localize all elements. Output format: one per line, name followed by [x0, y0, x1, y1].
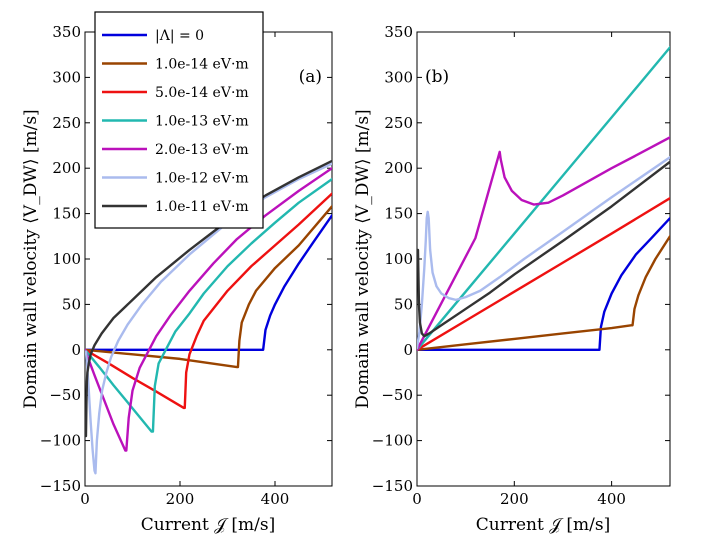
ytick-label: 150	[384, 205, 413, 223]
ytick-label: 200	[384, 159, 413, 177]
ytick-label: 100	[384, 250, 413, 268]
panel-b-series	[417, 46, 670, 351]
ytick-label: 300	[384, 68, 413, 86]
legend-entry: 1.0e-14 eV·m	[155, 57, 249, 73]
legend: |Λ| = 0 1.0e-14 eV·m 5.0e-14 eV·m 1.0e-13 e…	[94, 11, 264, 229]
ytick-label: 350	[52, 23, 81, 41]
series-line-5	[85, 167, 332, 452]
xtick-label: 400	[597, 490, 626, 508]
ytick-label: 200	[52, 159, 81, 177]
xtick-label: 200	[500, 490, 529, 508]
ytick-label: 250	[384, 114, 413, 132]
ytick-label: 0	[71, 341, 81, 359]
panel-a-ylabel: Domain wall velocity ⟨V_DW⟩ [m/s]	[21, 109, 41, 408]
legend-entry: 2.0e-13 eV·m	[155, 142, 249, 158]
legend-entry: 1.0e-13 eV·m	[155, 114, 249, 130]
ytick-label: −150	[40, 477, 81, 495]
panel-b-ylabel: Domain wall velocity ⟨V_DW⟩ [m/s]	[353, 109, 373, 408]
ytick-label: −150	[372, 477, 413, 495]
panel-a-ticks: −150 −100 −50 0 50 100 150 200 250 300 350 0 200 400	[40, 23, 332, 508]
series-line-2	[417, 235, 670, 351]
series-line-1	[417, 216, 670, 351]
ytick-label: 250	[52, 114, 81, 132]
series-line-5	[417, 136, 670, 351]
panel-a-xlabel: Current 𝒥 [m/s]	[141, 515, 275, 535]
xtick-label: 0	[412, 490, 422, 508]
panel-b-xlabel: Current 𝒥 [m/s]	[476, 515, 610, 535]
ytick-label: 50	[394, 295, 413, 313]
ytick-label: −50	[381, 386, 413, 404]
series-line-7	[417, 160, 670, 338]
ytick-label: 300	[52, 68, 81, 86]
ytick-label: −100	[372, 432, 413, 450]
series-line-3	[85, 192, 332, 410]
series-line-4	[417, 46, 670, 351]
legend-entry: |Λ| = 0	[155, 28, 204, 44]
panel-a-label: (a)	[299, 67, 322, 87]
xtick-label: 200	[166, 490, 195, 508]
panel-b-ticks: −150 −100 −50 0 50 100 150 200 250 300 350 0 200 400	[372, 23, 670, 508]
series-line-3	[417, 196, 670, 351]
ytick-label: 0	[403, 341, 413, 359]
ytick-label: 350	[384, 23, 413, 41]
ytick-label: 100	[52, 250, 81, 268]
series-line-2	[85, 205, 332, 369]
legend-entry: 5.0e-14 eV·m	[155, 85, 249, 101]
xtick-label: 400	[261, 490, 290, 508]
xtick-label: 0	[80, 490, 90, 508]
panel-b-label: (b)	[425, 67, 449, 87]
legend-entry: 1.0e-11 eV·m	[155, 199, 249, 215]
legend-entry: 1.0e-12 eV·m	[155, 171, 249, 187]
ytick-label: 50	[62, 295, 81, 313]
ytick-label: 150	[52, 205, 81, 223]
series-line-6	[417, 156, 670, 350]
series-line-6	[85, 162, 332, 475]
series-line-4	[85, 177, 332, 433]
series-line-1	[85, 214, 332, 351]
ytick-label: −50	[49, 386, 81, 404]
ytick-label: −100	[40, 432, 81, 450]
